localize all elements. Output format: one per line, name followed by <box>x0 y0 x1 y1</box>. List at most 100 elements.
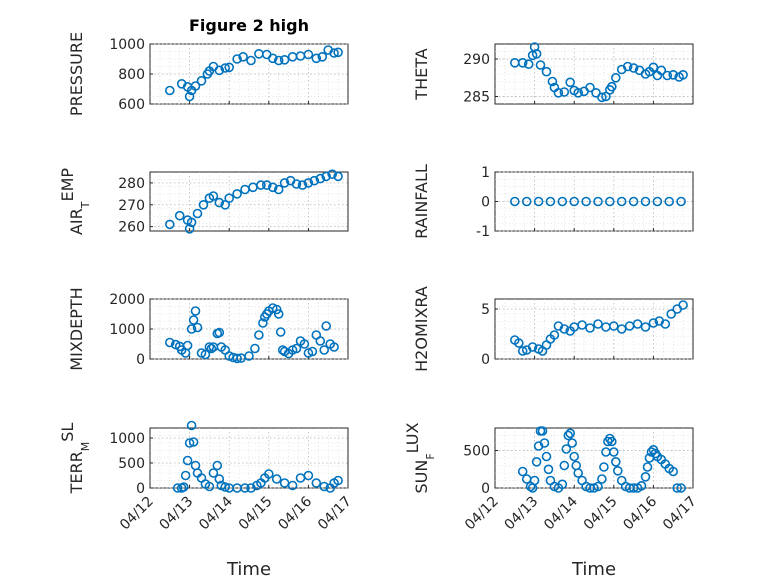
data-point <box>299 339 310 349</box>
data-point <box>557 196 568 207</box>
data-point <box>585 82 595 93</box>
data-point <box>533 196 544 207</box>
data-point <box>309 175 320 186</box>
data-point <box>668 70 679 80</box>
x-tick-label: 04/16 <box>620 493 660 533</box>
subplot-h2omixra: 0 5 H2OMIXRA <box>412 286 694 372</box>
data-point <box>200 349 211 360</box>
data-point <box>303 178 314 188</box>
y-tick-label: 500 <box>463 444 490 460</box>
data-point <box>220 482 230 492</box>
data-point <box>208 191 219 201</box>
data-point <box>180 470 191 481</box>
data-point <box>303 470 314 481</box>
data-point <box>256 180 266 190</box>
y-tick-label: 270 <box>118 198 145 214</box>
data-point <box>559 460 570 471</box>
data-point <box>640 471 651 482</box>
subplot-theta: 285 290 THETA <box>412 42 694 106</box>
data-point <box>244 351 254 361</box>
data-point <box>184 91 195 102</box>
data-point <box>545 196 556 207</box>
data-point <box>192 208 203 219</box>
x-tick-label: 04/13 <box>502 494 542 534</box>
data-point <box>178 482 189 492</box>
y-axis-label: SUNFLUX <box>403 422 437 493</box>
data-point <box>311 478 322 488</box>
data-point <box>232 189 242 199</box>
data-point <box>190 81 201 91</box>
data-point <box>628 196 639 207</box>
y-tick-label: 600 <box>118 97 145 113</box>
data-point <box>190 306 201 316</box>
data-point <box>557 479 568 490</box>
data-point <box>636 480 647 491</box>
data-point <box>608 447 619 457</box>
data-point <box>273 184 284 195</box>
data-point <box>188 315 199 325</box>
data-point <box>333 475 343 486</box>
data-point <box>541 451 552 462</box>
y-tick-label: 1000 <box>109 431 145 447</box>
data-point <box>610 73 621 83</box>
data-point <box>267 53 278 64</box>
data-point <box>307 346 318 357</box>
y-tick-label: 1000 <box>109 322 145 338</box>
data-point <box>192 322 203 333</box>
data-point <box>535 60 546 70</box>
y-axis-label: THETA <box>412 48 431 100</box>
data-point <box>165 219 175 230</box>
data-point <box>319 345 330 355</box>
data-point <box>214 65 225 76</box>
data-point <box>597 92 607 103</box>
data-point <box>287 480 298 491</box>
data-point <box>517 466 528 477</box>
x-tick-label: 04/12 <box>462 494 502 534</box>
data-point <box>275 327 286 337</box>
data-point <box>317 51 328 62</box>
data-point <box>573 468 584 478</box>
data-point <box>188 437 199 447</box>
data-point <box>616 196 627 207</box>
data-point <box>648 318 659 328</box>
data-point <box>553 88 564 98</box>
data-point <box>517 57 528 68</box>
x-axis-label: Time <box>571 559 616 580</box>
data-point <box>606 81 617 92</box>
data-point <box>628 63 639 73</box>
y-tick-label: 260 <box>118 220 145 236</box>
data-point <box>565 428 576 439</box>
x-tick-label: 04/12 <box>117 494 157 534</box>
data-point <box>327 169 338 179</box>
data-point <box>678 300 688 310</box>
data-point <box>616 324 627 334</box>
data-point <box>563 430 574 441</box>
data-point <box>585 323 595 333</box>
data-point <box>543 464 554 475</box>
data-point <box>246 483 256 493</box>
y-tick-label: 500 <box>118 456 145 472</box>
data-point <box>527 342 538 352</box>
subplot-pressure: 600 800 1000 PRESSURE Figure 2 high <box>67 16 349 116</box>
data-point <box>206 343 217 354</box>
data-point <box>660 319 671 329</box>
data-point <box>509 196 520 207</box>
data-point <box>250 343 260 354</box>
data-point <box>291 179 302 189</box>
data-point <box>664 196 675 207</box>
data-point <box>329 342 339 352</box>
subplot-terr: 0 500 1000 TERRMSL 04/12 04/13 04/14 04/15 04/16… <box>58 420 355 580</box>
data-point <box>315 173 326 184</box>
subplot-sun: 0 500 SUNFLUX 04/12 04/13 04/14 04/15 04/16 04/1… <box>403 422 700 580</box>
y-tick-label: 1000 <box>109 37 145 53</box>
x-tick-label: 04/16 <box>275 493 315 533</box>
data-point <box>642 462 653 472</box>
y-axis-label: H2OMIXRA <box>412 286 431 372</box>
data-point <box>672 483 683 493</box>
data-point <box>668 466 679 477</box>
data-point <box>656 65 667 76</box>
data-point <box>591 88 601 98</box>
x-tick-label: 04/17 <box>660 494 700 534</box>
data-point <box>610 456 621 467</box>
